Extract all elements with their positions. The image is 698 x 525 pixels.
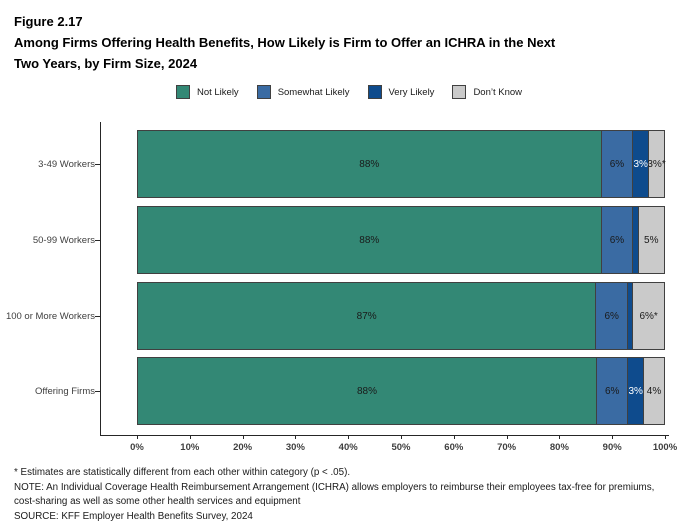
category-label-offering-firms: Offering Firms [34,385,95,397]
legend-swatch-icon [452,85,467,99]
bar-row-100-or-more-workers: 87% 6% 6%* [137,282,665,350]
x-tick-mark [295,435,297,439]
legend-swatch-icon [256,85,271,99]
bar-segment-not-likely: 88% [137,130,602,198]
bar-segment-somewhat-likely: 6% [597,357,629,425]
x-tick-mark [559,435,561,439]
x-tick-label: 70% [497,442,517,453]
x-tick-mark [453,435,455,439]
bar-segment-value: 87% [356,310,377,322]
bar-segment-not-likely: 88% [137,357,598,425]
bar-segment-somewhat-likely: 6% [601,206,634,274]
bar-segment-don-t-know: 3%* [647,130,666,198]
bar-segment-value: 3%* [647,158,666,170]
legend-label: Don’t Know [473,86,523,98]
category-label-3-49-workers: 3-49 Workers [38,158,95,170]
y-tick-mark [95,240,100,241]
bar-segment-value: 3% [633,158,648,170]
page-title-line-2: Two Years, by Firm Size, 2024 [14,56,198,71]
bar-row-3-49-workers: 88% 6% 3% 3%* [137,130,666,198]
x-tick-mark [348,435,350,439]
bar-segment-value: 6% [609,158,625,170]
legend-item-somewhat-likely: Somewhat Likely [256,85,350,99]
bar-segment-don-t-know: 4% [644,357,665,425]
bar-segment-value: 5% [644,234,659,246]
bar-segment-value: 6% [609,234,625,246]
legend-swatch-icon [367,85,382,99]
bar-segment-don-t-know: 5% [638,206,665,274]
category-label-50-99-workers: 50-99 Workers [32,234,95,246]
x-tick-mark [137,435,138,439]
figure-number: Figure 2.17 [14,14,83,29]
bar-segment-somewhat-likely: 6% [596,282,629,350]
legend-item-not-likely: Not Likely [175,85,239,99]
legend-label: Somewhat Likely [277,86,350,98]
x-tick-label: 10% [180,442,200,453]
x-tick-label: 80% [549,442,569,453]
y-tick-mark [95,391,100,392]
bar-row-offering-firms: 88% 6% 3% 4% [137,357,665,425]
bar-segment-very-likely: 3% [633,130,650,198]
x-tick-label: 50% [391,442,411,453]
y-tick-mark [95,164,100,165]
x-tick-mark [401,435,402,439]
bar-segment-not-likely: 87% [137,282,597,350]
bar-row-50-99-workers: 88% 6% 5% [137,206,665,274]
bar-segment-value: 6% [604,310,619,322]
bar-segment-value: 6% [604,385,620,397]
x-tick-label: 20% [233,442,253,453]
x-tick-label: 100% [652,442,678,453]
y-tick-mark [95,316,100,317]
x-tick-label: 40% [338,442,358,453]
bar-segment-very-likely [633,206,639,274]
chart-legend: Not Likely Somewhat Likely Very Likely Don’… [0,85,698,99]
footnote-note-1: NOTE: An Individual Coverage Health Reim… [14,481,655,493]
bar-segment-value: 3% [628,385,643,397]
chart-header: Figure 2.17 Among Firms Offering Health … [14,12,684,74]
bar-segment-very-likely [628,282,634,350]
x-tick-mark [242,435,244,439]
bar-segment-somewhat-likely: 6% [601,130,634,198]
bar-segment-don-t-know: 6%* [633,282,665,350]
x-tick-label: 60% [444,442,464,453]
legend-label: Not Likely [196,86,239,98]
bar-segment-value: 88% [357,385,378,397]
legend-item-don-t-know: Don’t Know [452,85,522,99]
bar-segment-very-likely: 3% [628,357,645,425]
footnotes: * Estimates are statistically different … [14,466,690,524]
bar-segment-not-likely: 88% [137,206,602,274]
x-tick-label: 90% [602,442,622,453]
x-tick-mark [506,435,508,439]
legend-item-very-likely: Very Likely [367,85,435,99]
page-title-line-1: Among Firms Offering Health Benefits, Ho… [14,35,556,50]
x-tick-label: 30% [285,442,305,453]
bar-segment-value: 6%* [639,310,658,322]
bar-segment-value: 88% [359,158,380,170]
footnote-source: SOURCE: KFF Employer Health Benefits Sur… [14,510,253,522]
legend-swatch-icon [175,85,190,99]
bar-segment-value: 4% [646,385,662,397]
category-label-100-or-more-workers: 100 or More Workers [5,310,95,322]
x-axis-line [100,435,669,436]
x-tick-label: 0% [130,442,144,453]
x-tick-mark [612,435,614,439]
legend-label: Very Likely [388,86,435,98]
y-axis-line [100,122,101,436]
x-tick-mark [189,435,191,439]
footnote-note-2: cost-sharing as well as some other healt… [14,496,301,508]
bar-segment-value: 88% [359,234,380,246]
footnote-asterisk: * Estimates are statistically different … [14,467,351,478]
x-tick-mark [665,435,666,439]
